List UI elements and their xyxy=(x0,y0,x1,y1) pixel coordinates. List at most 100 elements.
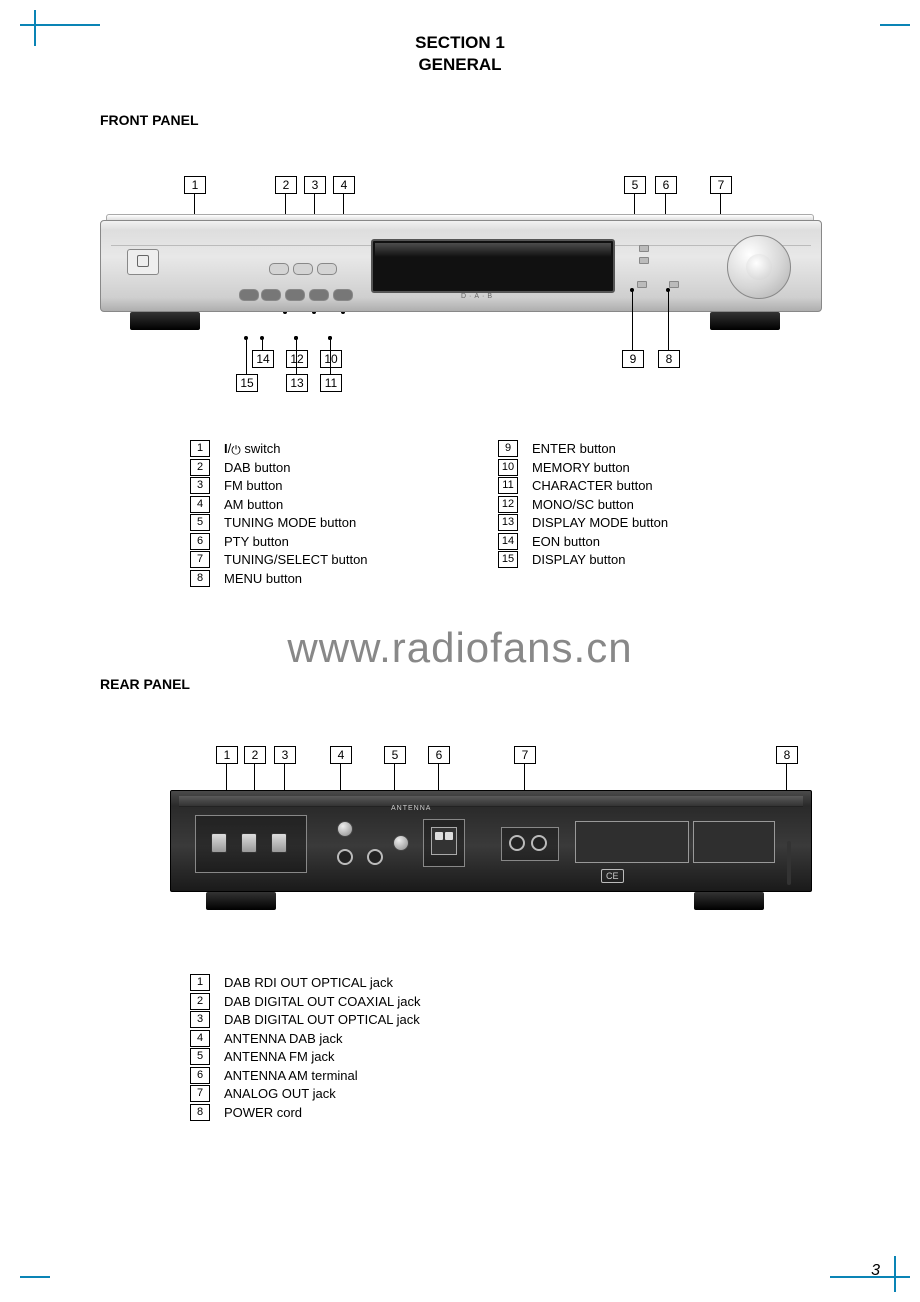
callout-box: 6 xyxy=(655,176,677,194)
legend-number: 3 xyxy=(190,1011,210,1028)
legend-row: 3FM button xyxy=(190,477,460,495)
callout-box: 4 xyxy=(330,746,352,764)
callout-box: 7 xyxy=(514,746,536,764)
callout-box: 3 xyxy=(304,176,326,194)
power-icon: ⏻ xyxy=(231,443,241,457)
callout-box: 8 xyxy=(658,350,680,368)
callout-box: 10 xyxy=(320,350,342,368)
legend-text: DAB DIGITAL OUT COAXIAL jack xyxy=(224,993,421,1011)
front-legend-right: 9ENTER button10 MEMORY button 11 CHARACTER … xyxy=(498,440,768,570)
legend-text: PTY button xyxy=(224,533,289,551)
legend-text: ANTENNA DAB jack xyxy=(224,1030,342,1048)
legend-number: 13 xyxy=(498,514,518,531)
legend-number: 15 xyxy=(498,551,518,568)
legend-text: TUNING MODE button xyxy=(224,514,356,532)
legend-number: 6 xyxy=(190,1067,210,1084)
crop-mark xyxy=(880,10,910,26)
legend-text: CHARACTER button xyxy=(532,477,653,495)
legend-text: DAB RDI OUT OPTICAL jack xyxy=(224,974,393,992)
legend-row: 4 ANTENNA DAB jack xyxy=(190,1030,550,1048)
legend-row: 6 PTY button xyxy=(190,533,460,551)
callout-box: 5 xyxy=(624,176,646,194)
legend-text: DAB button xyxy=(224,459,291,477)
watermark: www.radiofans.cn xyxy=(0,624,920,672)
legend-text: MONO/SC button xyxy=(532,496,634,514)
legend-row: 8 MENU button xyxy=(190,570,460,588)
legend-row: 9ENTER button xyxy=(498,440,768,458)
callout-dot xyxy=(244,336,248,340)
legend-number: 4 xyxy=(190,1030,210,1047)
legend-number: 2 xyxy=(190,459,210,476)
callout-box: 11 xyxy=(320,374,342,392)
legend-number: 5 xyxy=(190,514,210,531)
callout-box: 2 xyxy=(275,176,297,194)
rear-device: ANTENNA CE xyxy=(170,790,810,910)
legend-text: EON button xyxy=(532,533,600,551)
legend-number: 10 xyxy=(498,459,518,476)
legend-number: 1 xyxy=(190,974,210,991)
legend-number: 4 xyxy=(190,496,210,513)
lcd-display xyxy=(371,239,615,293)
callout-dot xyxy=(630,288,634,292)
legend-row: 14EON button xyxy=(498,533,768,551)
legend-number: 5 xyxy=(190,1048,210,1065)
callout-dot xyxy=(294,336,298,340)
legend-text: DISPLAY button xyxy=(532,551,625,569)
callout-box: 15 xyxy=(236,374,258,392)
legend-text: POWER cord xyxy=(224,1104,302,1122)
legend-text: ENTER button xyxy=(532,440,616,458)
legend-text: DISPLAY MODE button xyxy=(532,514,668,532)
tuning-dial xyxy=(727,235,791,299)
front-legend-left: 1 I/⏻ switch 2 DAB button3FM button4AM butt… xyxy=(190,440,460,588)
legend-row: 2 DAB DIGITAL OUT COAXIAL jack xyxy=(190,993,550,1011)
legend-text: MENU button xyxy=(224,570,302,588)
legend-text: DAB DIGITAL OUT OPTICAL jack xyxy=(224,1011,420,1029)
callout-box: 7 xyxy=(710,176,732,194)
legend-row: 12 MONO/SC button xyxy=(498,496,768,514)
callout-leader xyxy=(296,338,297,374)
legend-number: 6 xyxy=(190,533,210,550)
legend-text: ANTENNA FM jack xyxy=(224,1048,335,1066)
callout-box: 13 xyxy=(286,374,308,392)
legend-number: 11 xyxy=(498,477,518,494)
callout-box: 1 xyxy=(216,746,238,764)
legend-number: 7 xyxy=(190,1085,210,1102)
front-panel-heading: FRONT PANEL xyxy=(100,112,199,128)
legend-number: 12 xyxy=(498,496,518,513)
legend-number: 2 xyxy=(190,993,210,1010)
callout-box: 6 xyxy=(428,746,450,764)
callout-leader xyxy=(330,338,331,374)
rear-panel-diagram: 12345678 ANTENNA xyxy=(170,740,810,940)
legend-row: 2 DAB button xyxy=(190,459,460,477)
callout-box: 9 xyxy=(622,350,644,368)
callout-dot xyxy=(328,336,332,340)
section-line-1: SECTION 1 xyxy=(0,32,920,54)
callout-box: 14 xyxy=(252,350,274,368)
page-number: 3 xyxy=(871,1262,880,1280)
legend-row: 3 DAB DIGITAL OUT OPTICAL jack xyxy=(190,1011,550,1029)
section-line-2: GENERAL xyxy=(0,54,920,76)
crop-mark xyxy=(894,1256,910,1292)
callout-box: 3 xyxy=(274,746,296,764)
rear-legend: 1 DAB RDI OUT OPTICAL jack 2 DAB DIGITAL OU… xyxy=(190,974,550,1122)
legend-number: 7 xyxy=(190,551,210,568)
legend-text: I/⏻ switch xyxy=(224,440,280,458)
callout-box: 8 xyxy=(776,746,798,764)
callout-box: 4 xyxy=(333,176,355,194)
legend-number: 1 xyxy=(190,440,210,457)
callout-dot xyxy=(666,288,670,292)
legend-row: 15 DISPLAY button xyxy=(498,551,768,569)
legend-row: 10 MEMORY button xyxy=(498,459,768,477)
legend-number: 8 xyxy=(190,570,210,587)
callout-leader xyxy=(246,338,247,374)
dab-badge: D·A·B xyxy=(461,293,495,300)
legend-text: MEMORY button xyxy=(532,459,630,477)
legend-row: 13 DISPLAY MODE button xyxy=(498,514,768,532)
legend-row: 4AM button xyxy=(190,496,460,514)
callout-box: 5 xyxy=(384,746,406,764)
page: SECTION 1 GENERAL FRONT PANEL 1234567 xyxy=(0,0,920,1302)
legend-row: 5 ANTENNA FM jack xyxy=(190,1048,550,1066)
power-switch xyxy=(127,249,159,275)
legend-number: 3 xyxy=(190,477,210,494)
crop-mark xyxy=(20,1276,50,1292)
